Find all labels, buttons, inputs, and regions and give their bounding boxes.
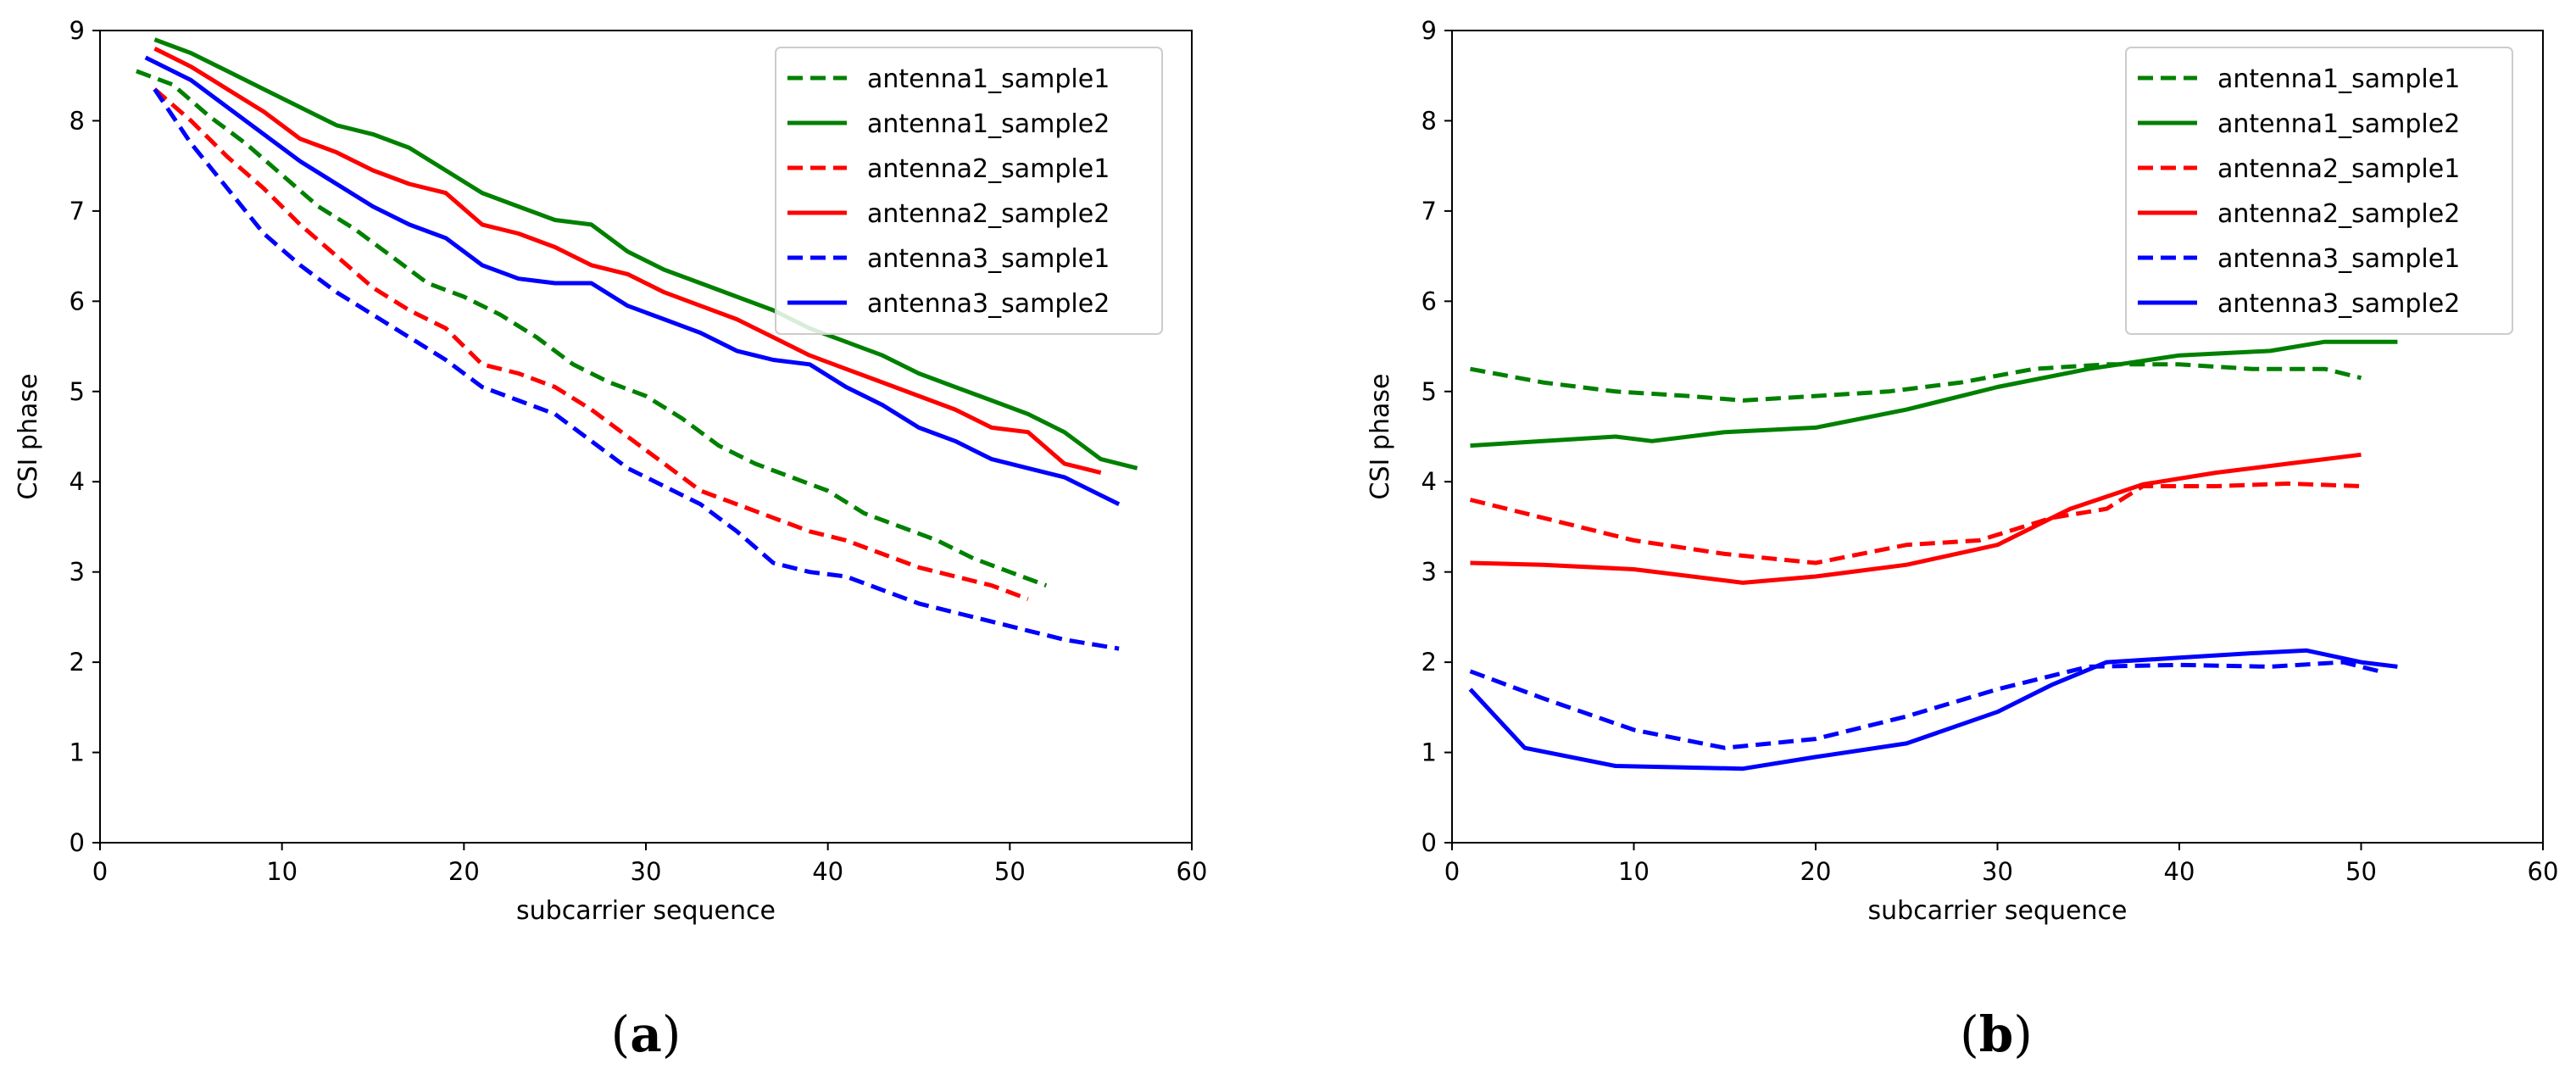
x-tick-label: 0 <box>1444 857 1460 886</box>
y-tick-label: 6 <box>1422 287 1437 315</box>
legend-label: antenna1_sample2 <box>867 109 1110 139</box>
y-tick-label: 3 <box>1422 558 1437 587</box>
y-tick-label: 1 <box>1422 738 1437 767</box>
legend-label: antenna2_sample2 <box>867 199 1110 229</box>
series-line-antenna2_sample2 <box>153 47 1102 476</box>
legend-box <box>2125 47 2513 335</box>
legend-label: antenna2_sample1 <box>2217 154 2460 184</box>
x-tick-label: 50 <box>2345 857 2377 886</box>
y-tick-label: 3 <box>70 558 85 587</box>
series-line-antenna2_sample1 <box>153 87 1029 601</box>
chart-panel-a: 0 10 20 30 40 50 60 0 1 2 3 4 5 6 7 8 9 subcarrier sequen… <box>14 16 1207 1063</box>
x-axis-label: subcarrier sequence <box>516 896 776 926</box>
x-tick-label: 40 <box>812 857 843 886</box>
series-line-antenna1_sample2 <box>153 37 1138 471</box>
legend: antenna1_sample1 antenna1_sample2 antenna2… <box>775 47 1163 335</box>
y-tick-label: 6 <box>70 287 85 315</box>
y-tick-label: 8 <box>70 106 85 135</box>
legend-box <box>775 47 1163 335</box>
series-line-antenna1_sample1 <box>136 69 1048 588</box>
legend-label: antenna3_sample2 <box>2217 289 2460 319</box>
y-tick-label: 4 <box>70 467 85 496</box>
series-line-antenna1_sample1 <box>1470 362 2362 403</box>
y-axis-label: CSI phase <box>1366 374 1395 500</box>
y-tick-label: 2 <box>1422 648 1437 677</box>
y-tick-label: 8 <box>1422 106 1437 135</box>
x-tick-label: 10 <box>266 857 298 886</box>
y-tick-label: 9 <box>1422 16 1437 45</box>
y-axis-label: CSI phase <box>14 374 43 500</box>
y-tick-label: 7 <box>70 197 85 226</box>
series-line-antenna2_sample2 <box>1470 452 2362 585</box>
legend-label: antenna3_sample1 <box>2217 244 2460 274</box>
y-tick-label: 5 <box>1422 377 1437 406</box>
y-tick-label: 0 <box>70 828 85 857</box>
series-line-antenna3_sample1 <box>153 87 1120 651</box>
y-tick-label: 7 <box>1422 197 1437 226</box>
y-tick-label: 2 <box>70 648 85 677</box>
legend-label: antenna3_sample2 <box>867 289 1110 319</box>
series-line-antenna1_sample2 <box>1470 339 2398 448</box>
legend-label: antenna1_sample1 <box>2217 64 2460 94</box>
y-tick-label: 5 <box>70 377 85 406</box>
series-line-antenna3_sample2 <box>144 55 1121 507</box>
x-tick-label: 30 <box>1982 857 2013 886</box>
x-tick-label: 20 <box>448 857 480 886</box>
y-tick-label: 9 <box>70 16 85 45</box>
x-tick-label: 10 <box>1618 857 1650 886</box>
series-line-antenna2_sample1 <box>1469 481 2362 565</box>
legend-label: antenna1_sample1 <box>867 64 1110 94</box>
series-line-antenna3_sample1 <box>1469 660 2380 750</box>
x-tick-label: 40 <box>2164 857 2195 886</box>
y-tick-label: 1 <box>70 738 85 767</box>
y-tick-label: 4 <box>1422 467 1437 496</box>
legend-label: antenna3_sample1 <box>867 244 1110 274</box>
x-tick-label: 0 <box>92 857 108 886</box>
panel-caption: (b) <box>1960 1005 2033 1063</box>
x-tick-label: 60 <box>1177 857 1208 886</box>
legend-label: antenna2_sample1 <box>867 154 1110 184</box>
x-axis-label: subcarrier sequence <box>1868 896 2128 926</box>
x-tick-label: 60 <box>2528 857 2559 886</box>
x-tick-label: 20 <box>1800 857 1832 886</box>
chart-panel-b: 0 10 20 30 40 50 60 0 1 2 3 4 5 6 7 8 9 subcarrier sequen… <box>1366 16 2558 1063</box>
y-tick-label: 0 <box>1422 828 1437 857</box>
legend-label: antenna2_sample2 <box>2217 199 2460 229</box>
panel-caption: (a) <box>611 1005 682 1063</box>
legend-label: antenna1_sample2 <box>2217 109 2460 139</box>
series-line-antenna3_sample2 <box>1468 648 2398 771</box>
x-tick-label: 30 <box>631 857 662 886</box>
legend: antenna1_sample1 antenna1_sample2 antenna2… <box>2125 47 2513 335</box>
x-tick-label: 50 <box>994 857 1026 886</box>
